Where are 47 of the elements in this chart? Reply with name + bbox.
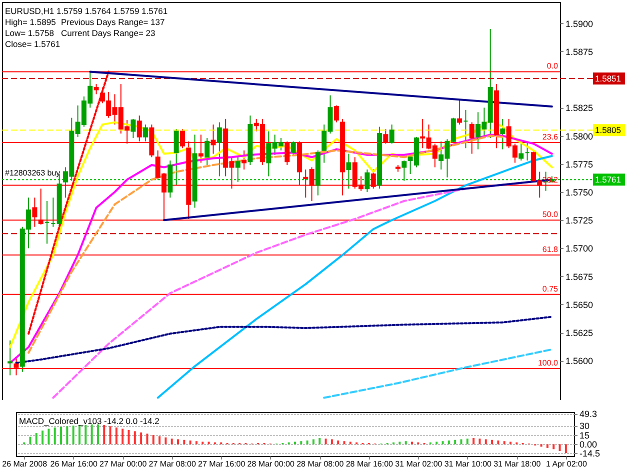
annotation: High= 1.5895 xyxy=(5,17,56,27)
annotation: 38.2 xyxy=(542,175,559,184)
y-tick-label: 15 xyxy=(580,430,590,440)
annotation: 0.75 xyxy=(542,284,559,294)
y-tick-label: 1.5900 xyxy=(566,18,594,29)
y-tick-label: 1.5600 xyxy=(566,356,594,366)
x-tick-label: 31 Mar 18:00 xyxy=(494,460,542,468)
y-tick-label: 1.5825 xyxy=(566,103,594,114)
y-tick-label: 0.00 xyxy=(580,440,598,450)
x-tick-label: 31 Mar 10:00 xyxy=(444,460,492,468)
x-tick-label: 27 Mar 00:00 xyxy=(100,460,148,468)
y-tick-label: 1.5650 xyxy=(566,300,594,310)
x-tick-label: 28 Mar 08:00 xyxy=(296,460,344,468)
chart-title: MACD_Colored_v103 -14.2 0.0 -14.2 xyxy=(19,416,160,426)
annotation: Current Days Range= 23 xyxy=(61,28,156,38)
annotation: #12803263 buy xyxy=(5,168,60,178)
x-tick-label: 31 Mar 02:00 xyxy=(395,460,443,468)
x-tick-label: 27 Mar 16:00 xyxy=(198,460,246,468)
y-tick-label: 1.5750 xyxy=(566,188,594,198)
ref-line-label: 1.5805 xyxy=(595,125,622,136)
annotation: Low= 1.5758 xyxy=(5,28,54,38)
x-tick-label: 28 Mar 00:00 xyxy=(247,460,295,468)
annotation: 23.6 xyxy=(542,132,559,142)
x-tick-label: 26 Mar 2008 xyxy=(2,460,48,468)
annotation: 0.0 xyxy=(546,62,559,71)
y-tick-label: -14.5 xyxy=(580,448,600,459)
ref-line-label: 1.5851 xyxy=(595,73,622,84)
y-tick-label: 1.5875 xyxy=(566,46,594,57)
x-tick-label: 28 Mar 16:00 xyxy=(346,460,394,468)
y-tick-label: 1.5775 xyxy=(566,159,594,170)
annotation: 50.0 xyxy=(542,210,559,220)
y-tick-label: 1.5725 xyxy=(566,216,594,226)
x-tick-label: 27 Mar 08:00 xyxy=(148,460,196,468)
y-tick-label: 1.5800 xyxy=(566,131,594,142)
annotation: Close= 1.5761 xyxy=(5,39,60,49)
y-tick-label: 1.5675 xyxy=(566,272,594,282)
annotation: 100.0 xyxy=(538,358,559,368)
annotation: 61.8 xyxy=(542,244,559,254)
ref-line-label: 1.5761 xyxy=(595,174,622,185)
y-tick-label: 1.5700 xyxy=(566,244,594,254)
y-tick-label: 49.3 xyxy=(580,409,598,420)
annotation: Previous Days Range= 137 xyxy=(61,17,165,27)
y-tick-label: 1.5625 xyxy=(566,328,594,338)
y-tick-label: 30 xyxy=(580,421,590,432)
x-tick-label: 26 Mar 16:00 xyxy=(50,460,98,468)
text: EURUSD,H1 1.5759 1.5764 1.5759 1.5761 xyxy=(5,6,168,16)
x-tick-label: 1 Apr 02:00 xyxy=(546,460,588,468)
